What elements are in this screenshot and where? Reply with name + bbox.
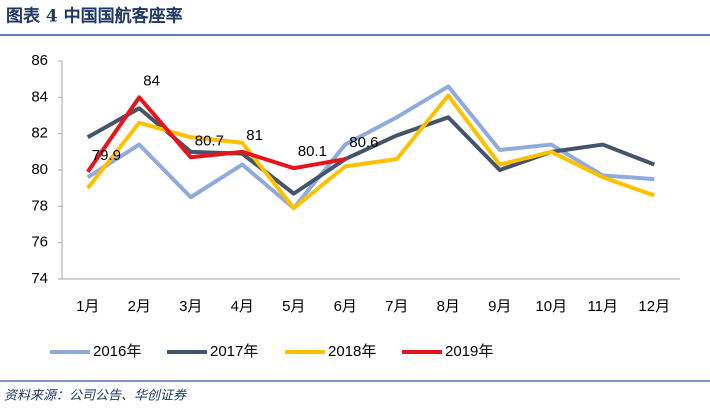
legend-label: 2018年 [328, 343, 376, 360]
chart-title: 图表 4 中国国航客座率 [6, 6, 183, 27]
x-tick-label: 6月 [334, 298, 357, 315]
source-note: 资料来源：公司公告、华创证券 [4, 389, 187, 404]
y-tick-label: 74 [31, 270, 48, 287]
legend-label: 2017年 [210, 343, 258, 360]
legend-label: 2016年 [93, 343, 141, 360]
legend-label: 2019年 [445, 343, 493, 360]
x-tick-label: 7月 [385, 298, 408, 315]
series-line [86, 95, 346, 173]
x-tick-label: 1月 [76, 298, 99, 315]
x-tick-label: 12月 [638, 298, 670, 315]
data-label: 80.6 [349, 134, 378, 151]
data-label: 84 [143, 72, 160, 89]
y-tick-label: 84 [31, 88, 48, 105]
x-tick-label: 5月 [282, 298, 305, 315]
y-tick-label: 86 [31, 52, 48, 69]
y-tick-label: 80 [31, 161, 48, 178]
x-tick-label: 10月 [535, 298, 567, 315]
x-tick-label: 9月 [488, 298, 511, 315]
data-label: 79.9 [92, 147, 121, 164]
x-tick-label: 4月 [231, 298, 254, 315]
x-tick-label: 3月 [179, 298, 202, 315]
series-line [86, 93, 655, 211]
x-tick-label: 8月 [437, 298, 460, 315]
y-tick-label: 76 [31, 234, 48, 251]
data-label: 80.7 [195, 132, 224, 149]
data-label: 81 [246, 127, 263, 144]
x-tick-label: 2月 [128, 298, 151, 315]
x-tick-label: 11月 [587, 298, 618, 315]
data-label: 80.1 [298, 143, 327, 160]
y-tick-label: 78 [31, 197, 48, 214]
y-tick-label: 82 [31, 125, 48, 142]
